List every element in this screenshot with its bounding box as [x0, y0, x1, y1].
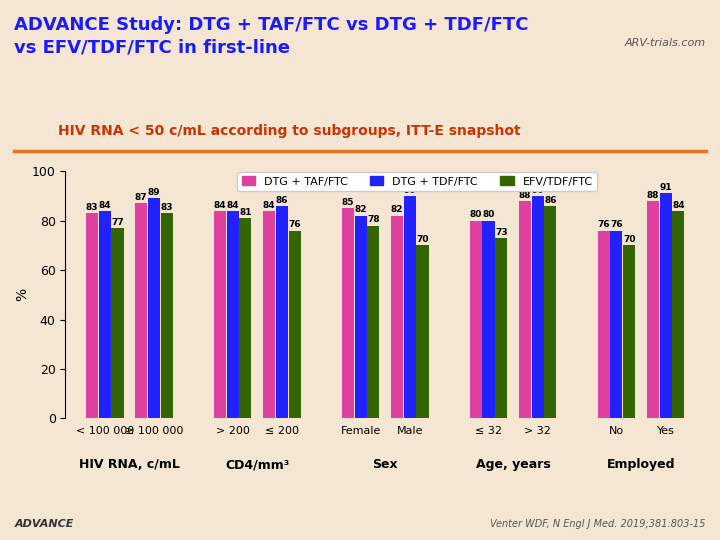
- Legend: DTG + TAF/FTC, DTG + TDF/FTC, EFV/TDF/FTC: DTG + TAF/FTC, DTG + TDF/FTC, EFV/TDF/FT…: [238, 172, 597, 191]
- Text: Employed: Employed: [607, 458, 675, 471]
- Bar: [660, 193, 672, 418]
- Text: 86: 86: [276, 195, 288, 205]
- Text: Sex: Sex: [372, 458, 398, 471]
- Bar: [416, 245, 428, 418]
- Bar: [672, 211, 685, 418]
- Text: Venter WDF, N Engl J Med. 2019;381:803-15: Venter WDF, N Engl J Med. 2019;381:803-1…: [490, 519, 706, 529]
- Bar: [647, 201, 659, 418]
- Bar: [354, 215, 366, 418]
- Text: 84: 84: [214, 200, 226, 210]
- Text: 84: 84: [99, 200, 111, 210]
- Bar: [611, 231, 623, 418]
- Text: 90: 90: [531, 186, 544, 195]
- Bar: [404, 196, 416, 418]
- Bar: [482, 221, 495, 418]
- Text: 80: 80: [469, 211, 482, 219]
- Bar: [161, 213, 173, 418]
- Text: 73: 73: [495, 228, 508, 237]
- Bar: [623, 245, 635, 418]
- Bar: [227, 211, 239, 418]
- Text: 82: 82: [354, 206, 366, 214]
- Bar: [276, 206, 288, 418]
- Bar: [263, 211, 275, 418]
- Text: 85: 85: [341, 198, 354, 207]
- Text: 88: 88: [518, 191, 531, 200]
- Text: 90: 90: [403, 186, 416, 195]
- Text: 76: 76: [288, 220, 301, 230]
- Bar: [367, 226, 379, 418]
- Text: 88: 88: [647, 191, 659, 200]
- Bar: [531, 196, 544, 418]
- Y-axis label: %: %: [15, 288, 29, 301]
- Bar: [598, 231, 610, 418]
- Bar: [239, 218, 251, 418]
- Bar: [519, 201, 531, 418]
- Text: 84: 84: [263, 200, 276, 210]
- Bar: [391, 215, 403, 418]
- Text: 78: 78: [367, 215, 379, 224]
- Text: 82: 82: [391, 206, 403, 214]
- Bar: [148, 198, 160, 418]
- Text: 87: 87: [135, 193, 148, 202]
- Bar: [495, 238, 508, 418]
- Text: HIV RNA, c/mL: HIV RNA, c/mL: [79, 458, 180, 471]
- Text: 76: 76: [610, 220, 623, 230]
- Bar: [112, 228, 124, 418]
- Text: CD4/mm³: CD4/mm³: [225, 458, 289, 471]
- Text: 81: 81: [239, 208, 252, 217]
- Text: 84: 84: [226, 200, 239, 210]
- Text: 80: 80: [482, 211, 495, 219]
- Text: 70: 70: [416, 235, 429, 244]
- Text: ADVANCE Study: DTG + TAF/FTC vs DTG + TDF/FTC
vs EFV/TDF/FTC in first-line: ADVANCE Study: DTG + TAF/FTC vs DTG + TD…: [14, 16, 529, 56]
- Text: ADVANCE: ADVANCE: [14, 519, 73, 529]
- Text: 89: 89: [148, 188, 161, 197]
- Bar: [544, 206, 557, 418]
- Text: Age, years: Age, years: [476, 458, 551, 471]
- Bar: [289, 231, 301, 418]
- Text: HIV RNA < 50 c/mL according to subgroups, ITT-E snapshot: HIV RNA < 50 c/mL according to subgroups…: [58, 124, 521, 138]
- Bar: [135, 204, 148, 418]
- Text: 76: 76: [598, 220, 610, 230]
- Text: 83: 83: [86, 203, 98, 212]
- Text: 77: 77: [111, 218, 124, 227]
- Bar: [99, 211, 111, 418]
- Text: ARV-trials.com: ARV-trials.com: [624, 38, 706, 48]
- Text: 91: 91: [660, 183, 672, 192]
- Bar: [469, 221, 482, 418]
- Text: 83: 83: [161, 203, 173, 212]
- Bar: [86, 213, 98, 418]
- Text: 84: 84: [672, 200, 685, 210]
- Text: 70: 70: [623, 235, 636, 244]
- Bar: [214, 211, 226, 418]
- Text: 86: 86: [544, 195, 557, 205]
- Bar: [342, 208, 354, 418]
